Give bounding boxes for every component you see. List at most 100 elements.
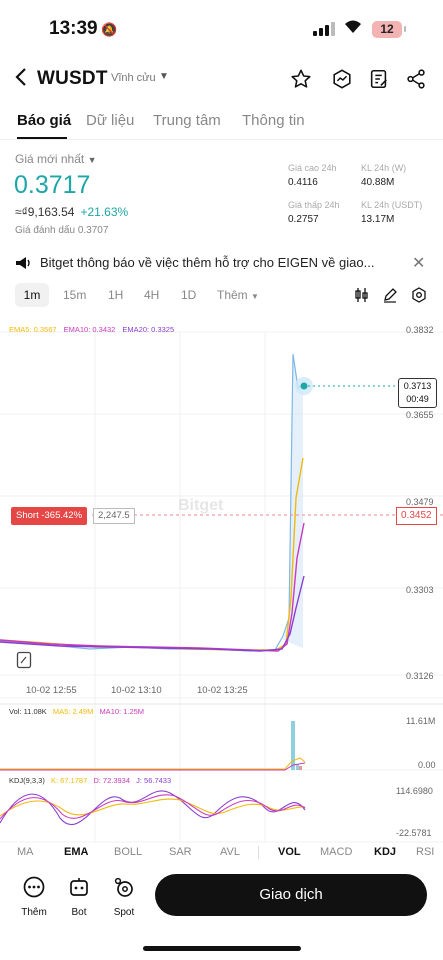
timeframe-1d[interactable]: 1D <box>181 288 197 302</box>
caret-down-icon: ▼ <box>87 155 97 165</box>
indicator-ema[interactable]: EMA <box>64 846 89 858</box>
current-price-value: 0.3713 <box>403 381 432 391</box>
chart-settings-icon[interactable] <box>411 287 427 308</box>
notes-icon[interactable] <box>368 68 390 90</box>
indicator-kdj[interactable]: KDJ <box>374 846 397 858</box>
price-area <box>283 354 303 648</box>
star-icon[interactable] <box>290 68 312 90</box>
announcement-bar[interactable]: Bitget thông báo về việc thêm hỗ trợ cho… <box>0 252 443 276</box>
ema10-legend: EMA10: 0.3432 <box>63 325 116 334</box>
vol-value: Vol: 11.08K <box>9 707 47 716</box>
latest-price-label[interactable]: Giá mới nhất ▼ <box>15 152 97 166</box>
price-change: +21.63% <box>80 205 129 219</box>
vol-ma10-line <box>0 762 306 771</box>
stat-low-value: 0.2757 <box>288 214 319 225</box>
indicator-ma[interactable]: MA <box>17 846 34 858</box>
wifi-icon <box>344 20 362 39</box>
price-sub: ≈₫9,163.54 +21.63% <box>15 205 128 219</box>
indicator-macd[interactable]: MACD <box>320 846 353 858</box>
contract-type[interactable]: Vĩnh cửu <box>111 72 156 84</box>
time-tick: 10-02 13:25 <box>197 685 248 696</box>
more-icon <box>14 876 54 903</box>
back-icon[interactable] <box>14 66 28 95</box>
volume-bar <box>299 766 302 770</box>
kdj-d-legend: D: 72.3934 <box>93 776 131 785</box>
price-tick: 0.3655 <box>406 410 434 420</box>
draw-icon[interactable] <box>382 287 398 308</box>
bot-label: Bot <box>71 907 87 918</box>
analysis-icon[interactable] <box>331 68 353 90</box>
tab-quote[interactable]: Báo giá <box>17 112 72 129</box>
vol-ma5-legend: MA5: 2.49M <box>52 707 94 716</box>
caret-down-icon: ▼ <box>251 292 259 301</box>
watermark: Bitget <box>178 497 224 514</box>
ema20-legend: EMA20: 0.3325 <box>122 325 175 334</box>
tab-center[interactable]: Trung tâm <box>153 112 221 129</box>
price-line <box>0 353 304 652</box>
ema5-line <box>0 457 304 651</box>
fiat-price: ≈₫9,163.54 <box>15 205 75 219</box>
ema-legend: EMA5: 0.3567 EMA10: 0.3432 EMA20: 0.3325 <box>9 325 174 334</box>
stat-low-label: Giá thấp 24h <box>288 200 340 210</box>
tab-underline <box>17 137 67 139</box>
megaphone-icon <box>14 255 32 276</box>
kdj-tick: -22.5781 <box>396 828 432 838</box>
vol-legend: Vol: 11.08K MA5: 2.49M MA10: 1.25M <box>9 707 144 716</box>
bell-off-icon: 🔕 <box>101 22 118 37</box>
volume-bar <box>291 721 295 770</box>
time-tick: 10-02 13:10 <box>111 685 162 696</box>
vol-ma10-legend: MA10: 1.25M <box>99 707 145 716</box>
timeframe-4h[interactable]: 4H <box>144 288 160 302</box>
kdj-d-line <box>0 798 306 817</box>
timeframe-1h[interactable]: 1H <box>108 288 124 302</box>
share-icon[interactable] <box>405 68 427 90</box>
stat-high-value: 0.4116 <box>288 177 318 188</box>
kdj-tick: 114.6980 <box>396 786 433 796</box>
kdj-j-legend: J: 56.7433 <box>136 776 172 785</box>
fullscreen-icon[interactable] <box>16 651 32 674</box>
price-tick: 0.3479 <box>406 497 434 507</box>
pair-title[interactable]: WUSDT <box>37 68 108 89</box>
kline-chart[interactable]: Bitget <box>0 318 443 846</box>
announcement-text[interactable]: Bitget thông báo về việc thêm hỗ trợ cho… <box>40 255 375 270</box>
short-position-price: 0.3452 <box>396 507 437 525</box>
chart-grid <box>0 331 443 843</box>
spot-button[interactable]: Spot <box>104 876 144 918</box>
stat-vol-w-value: 40.88M <box>361 177 395 188</box>
stat-vol-usdt-label: KL 24h (USDT) <box>361 200 423 210</box>
timeframe-more[interactable]: Thêm ▼ <box>217 288 259 302</box>
more-button[interactable]: Thêm <box>14 876 54 918</box>
status-bar: 13:39 🔕 12 <box>0 0 443 60</box>
current-price-dot <box>300 382 308 390</box>
trade-button[interactable]: Giao dịch <box>155 874 427 916</box>
spot-label: Spot <box>113 907 135 918</box>
indicator-avl[interactable]: AVL <box>220 846 240 858</box>
price-tick: 0.3126 <box>406 671 434 681</box>
latest-price: 0.3717 <box>14 171 91 199</box>
kdj-name: KDJ(9,3,3) <box>9 776 45 785</box>
kdj-k-legend: K: 67.1787 <box>50 776 88 785</box>
stat-vol-usdt-value: 13.17M <box>361 214 395 225</box>
close-icon[interactable]: ✕ <box>412 255 426 272</box>
chevron-down-icon[interactable]: ▼ <box>159 71 169 82</box>
short-position-label[interactable]: Short -365.42% <box>11 507 88 525</box>
tab-info[interactable]: Thông tin <box>242 112 305 129</box>
ema5-legend: EMA5: 0.3567 <box>9 325 57 334</box>
header: WUSDT Vĩnh cửu ▼ <box>0 60 443 100</box>
timeframe-15m[interactable]: 15m <box>63 288 87 302</box>
short-position-qty: 2,247.5 <box>93 508 135 524</box>
bottom-action-bar: Thêm Bot Spot Giao dịch <box>0 866 443 926</box>
candle-type-icon[interactable] <box>354 287 370 308</box>
mark-price: Giá đánh dấu 0.3707 <box>15 225 109 236</box>
indicator-rsi[interactable]: RSI <box>416 846 435 858</box>
tab-data[interactable]: Dữ liệu <box>86 112 135 129</box>
vol-ma5-line <box>0 757 306 770</box>
timeframe-1m[interactable]: 1m <box>15 283 49 307</box>
vol-tick: 11.61M <box>406 716 436 726</box>
kdj-j-line <box>0 790 306 826</box>
indicator-sar[interactable]: SAR <box>169 846 192 858</box>
bot-icon <box>59 876 99 903</box>
indicator-vol[interactable]: VOL <box>278 846 301 858</box>
indicator-boll[interactable]: BOLL <box>114 846 143 858</box>
bot-button[interactable]: Bot <box>59 876 99 918</box>
